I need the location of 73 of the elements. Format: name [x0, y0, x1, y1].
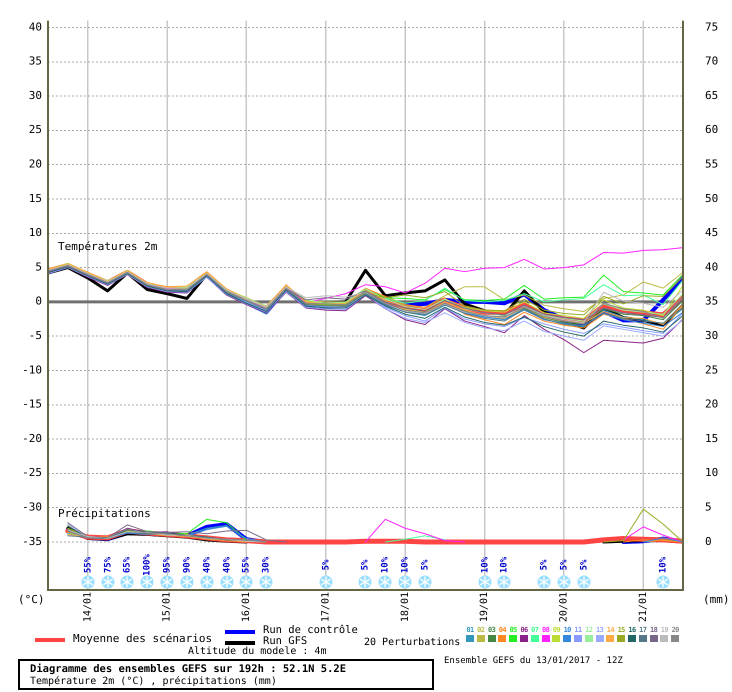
y2-tick-label: 20 [705, 398, 718, 411]
y2-tick-label: 45 [705, 226, 718, 240]
y-tick-label: -35 [22, 534, 42, 548]
annotation: 10% [499, 556, 510, 574]
annotation: 90% [182, 556, 192, 574]
annotation: 95% [162, 556, 172, 574]
legend-title: 20 Perturbations [364, 637, 460, 648]
y-axis-title: (°C) [18, 593, 44, 606]
y-tick-label: -15 [22, 398, 42, 411]
y2-tick-label: 30 [705, 329, 718, 342]
x-tick-label: 20/01 [558, 592, 570, 622]
annotation: 40% [222, 556, 232, 574]
y2-tick-label: 25 [705, 363, 718, 376]
x-tick-label: 16/01 [241, 592, 252, 622]
x-tick-label: 17/01 [320, 592, 332, 622]
annotation: 5% [360, 559, 370, 570]
y-tick-label: 30 [28, 88, 42, 102]
annotation: 5% [321, 559, 332, 570]
annotation: 55% [83, 556, 94, 574]
text: Altitude du modele : 4m [188, 646, 326, 657]
annotation: 100% [142, 554, 152, 576]
annotation: 10% [480, 556, 490, 574]
x-tick-label: 15/01 [162, 592, 173, 622]
annotation: 10% [380, 556, 390, 574]
annotation: 10% [658, 556, 668, 574]
y2-tick-label: 35 [705, 294, 718, 308]
annotation: 5% [539, 559, 550, 570]
legend-label: Moyenne des scénarios [73, 632, 212, 646]
y2-tick-label: 10 [705, 466, 718, 480]
annotation: 5% [579, 559, 590, 570]
annotation: 10% [400, 556, 410, 574]
y2-tick-label: 15 [705, 432, 718, 445]
y-tick-label: 0 [35, 294, 42, 308]
annotation: Précipitations [58, 507, 151, 520]
y2-tick-label: 55 [705, 158, 718, 171]
y-tick-label: 25 [28, 123, 42, 136]
x-tick-label: 21/01 [638, 592, 649, 622]
y-tick-label: -25 [22, 466, 42, 480]
y2-tick-label: 5 [705, 500, 712, 514]
y2-tick-label: 60 [705, 123, 718, 136]
x-tick-label: 14/01 [82, 592, 94, 622]
y-tick-label: -10 [22, 363, 42, 376]
text: Température 2m (°C) , précipitations (mm) [30, 676, 278, 688]
annotation: 55% [241, 556, 252, 574]
y-tick-label: -5 [28, 329, 42, 342]
annotation: 30% [261, 556, 272, 574]
y2-axis-title: (mm) [703, 593, 730, 606]
text: Diagramme des ensembles GEFS sur 192h : 52.1N 5.2E [30, 663, 348, 676]
y2-tick-label: 0 [705, 534, 712, 548]
y2-tick-label: 50 [705, 192, 718, 205]
y2-tick-label: 65 [705, 88, 718, 102]
y-tick-label: 20 [28, 158, 42, 171]
legend-label: Run GFS [263, 635, 308, 647]
y-tick-label: 15 [28, 192, 42, 205]
annotation: 5% [559, 559, 570, 570]
y-tick-label: 5 [35, 260, 42, 274]
y2-tick-label: 75 [705, 20, 718, 34]
y2-tick-label: 40 [705, 260, 718, 274]
text: Ensemble GEFS du 13/01/2017 - 12Z [444, 656, 623, 667]
y-tick-label: 40 [28, 20, 42, 34]
annotation: Températures 2m [58, 240, 158, 254]
y-tick-label: -20 [22, 432, 42, 445]
y-tick-label: 35 [28, 54, 42, 68]
annotation: 65% [122, 556, 132, 574]
y-tick-label: 10 [28, 226, 42, 240]
y2-tick-label: 70 [705, 54, 718, 68]
legend-label: Run de contrôle [263, 624, 358, 636]
x-tick-label: 18/01 [400, 592, 411, 622]
y-tick-label: -30 [22, 500, 42, 514]
annotation: 5% [420, 559, 430, 570]
annotation: 75% [103, 556, 114, 574]
annotation: 40% [202, 556, 212, 574]
x-tick-label: 19/01 [479, 592, 490, 622]
